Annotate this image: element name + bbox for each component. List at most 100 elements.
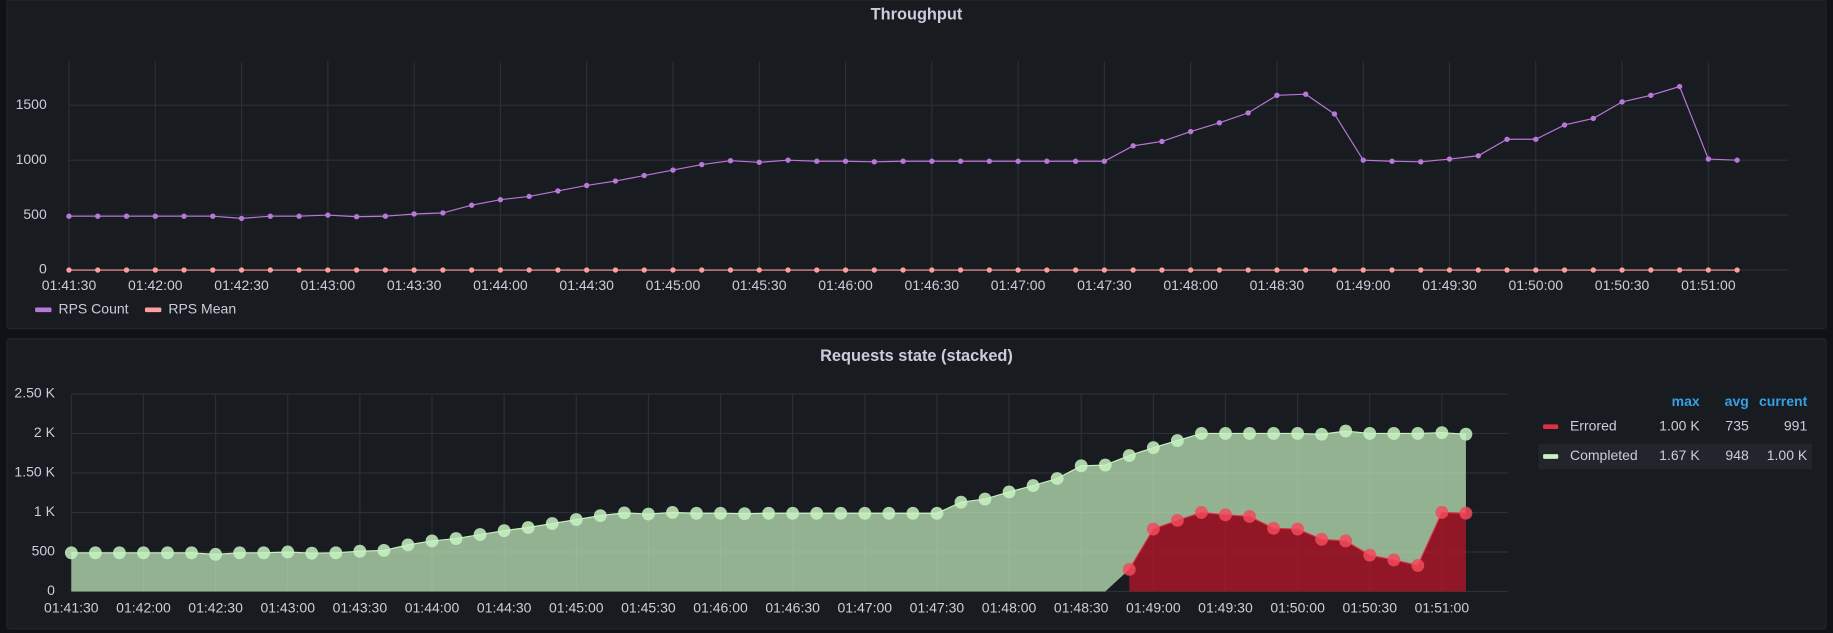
data-point: [325, 212, 331, 218]
data-point: [738, 507, 752, 521]
panel-title: Throughput: [871, 6, 963, 24]
legend-label: Errored: [1570, 417, 1617, 433]
data-point: [1676, 83, 1683, 90]
x-tick-label: 01:44:30: [477, 600, 532, 616]
data-point: [1504, 267, 1510, 273]
data-point: [161, 546, 174, 560]
x-tick-label: 01:44:00: [405, 600, 460, 616]
data-point: [555, 267, 561, 273]
data-point: [257, 546, 271, 560]
data-point: [329, 546, 343, 560]
x-tick-label: 01:49:30: [1422, 277, 1477, 293]
x-tick-label: 01:46:30: [765, 600, 820, 616]
data-point: [1072, 267, 1079, 273]
data-point: [1303, 267, 1309, 273]
data-point: [569, 513, 583, 527]
data-point: [1339, 534, 1353, 548]
x-tick-label: 01:43:00: [260, 600, 315, 616]
data-point: [1533, 267, 1539, 273]
x-tick-label: 01:50:30: [1595, 277, 1650, 293]
x-tick-label: 01:49:30: [1198, 600, 1253, 616]
data-point: [296, 213, 302, 219]
data-point: [1194, 427, 1208, 440]
legend-value: 1.67 K: [1659, 447, 1700, 463]
data-point: [353, 214, 360, 220]
data-point: [123, 267, 130, 273]
data-point: [1360, 157, 1366, 163]
data-point: [1015, 158, 1021, 164]
data-point: [641, 267, 647, 273]
data-point: [727, 267, 734, 273]
x-tick-label: 01:48:30: [1054, 600, 1109, 616]
data-point: [468, 202, 475, 208]
x-tick-label: 01:43:30: [387, 277, 442, 293]
x-tick-label: 01:46:30: [905, 277, 960, 293]
data-point: [64, 546, 78, 560]
data-point: [1044, 267, 1050, 273]
data-point: [1590, 115, 1597, 122]
data-point: [526, 267, 532, 273]
data-point: [353, 544, 367, 558]
data-point: [1245, 267, 1251, 273]
data-point: [377, 543, 391, 557]
legend-row-bg: [1538, 443, 1812, 470]
data-point: [1446, 267, 1453, 273]
data-point: [1219, 508, 1232, 522]
data-point: [1590, 267, 1597, 273]
data-point: [1216, 120, 1223, 126]
data-point: [1072, 158, 1079, 164]
data-point: [1044, 158, 1050, 164]
x-tick-label: 01:41:30: [42, 277, 97, 293]
x-tick-label: 01:49:00: [1336, 277, 1391, 293]
data-point: [66, 213, 72, 219]
x-tick-label: 01:48:00: [1163, 277, 1218, 293]
data-point: [814, 158, 820, 164]
data-point: [181, 267, 187, 273]
panel: [6, 0, 1827, 330]
data-point: [123, 213, 130, 219]
legend-value: 991: [1784, 417, 1808, 433]
data-point: [1159, 138, 1165, 145]
x-tick-label: 01:43:30: [333, 600, 388, 616]
data-point: [497, 197, 504, 203]
data-point: [95, 267, 101, 273]
y-tick-label: 0: [47, 582, 55, 598]
data-point: [1101, 158, 1108, 164]
x-tick-label: 01:45:30: [621, 600, 676, 616]
legend-value: 735: [1725, 417, 1749, 433]
data-point: [1705, 267, 1712, 273]
x-tick-label: 01:47:00: [991, 277, 1046, 293]
data-point: [1435, 506, 1449, 519]
data-point: [210, 267, 216, 273]
data-point: [593, 509, 607, 523]
legend-swatch: [144, 307, 162, 313]
data-point: [88, 546, 102, 560]
x-tick-label: 01:46:00: [693, 600, 748, 616]
data-point: [641, 172, 647, 179]
series-area: [71, 431, 1466, 592]
data-point: [137, 546, 150, 560]
y-tick-label: 500: [32, 543, 56, 559]
data-point: [1267, 521, 1280, 535]
data-point: [555, 188, 561, 194]
data-point: [986, 267, 993, 273]
data-point: [1389, 267, 1395, 273]
data-point: [814, 267, 820, 273]
data-point: [930, 506, 944, 520]
data-point: [1315, 532, 1329, 546]
data-point: [1170, 434, 1184, 447]
x-tick-label: 01:51:00: [1681, 277, 1736, 293]
x-tick-label: 01:42:00: [128, 277, 183, 293]
legend-value: 1.00 K: [1659, 417, 1700, 433]
data-point: [325, 267, 331, 273]
y-tick-label: 2 K: [34, 424, 56, 440]
data-point: [1243, 427, 1256, 440]
data-point: [810, 506, 824, 520]
y-tick-label: 500: [23, 206, 47, 222]
legend-swatch: [1543, 454, 1559, 459]
data-point: [1130, 267, 1136, 273]
data-point: [305, 546, 319, 560]
data-point: [1418, 159, 1424, 165]
data-point: [617, 506, 631, 520]
x-tick-label: 01:50:00: [1270, 600, 1325, 616]
